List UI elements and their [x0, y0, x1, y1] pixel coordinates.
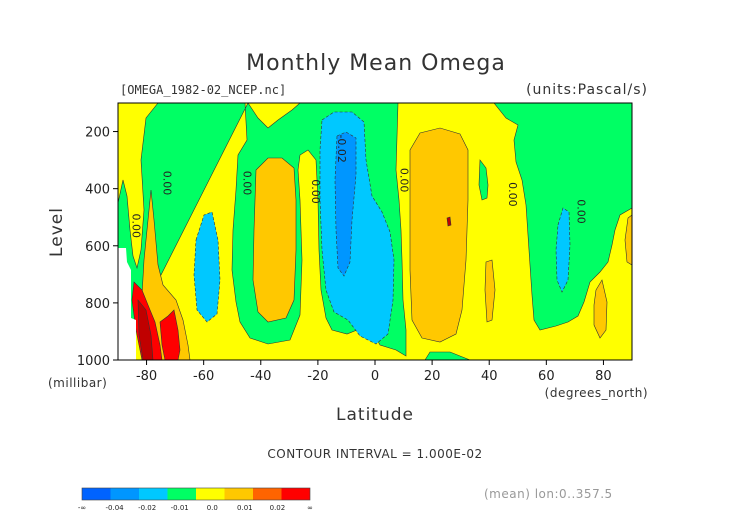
colorbar-label: 0.01 [237, 504, 253, 512]
region-green-surface-strip [424, 351, 471, 360]
colorbar-swatch [281, 488, 310, 500]
region-blue-tropics [334, 131, 357, 277]
y-units-label: (millibar) [48, 376, 107, 390]
contour-label: 0.00 [241, 171, 254, 196]
region-red-antarctic-secondary [159, 309, 181, 360]
contour-field [118, 103, 632, 360]
colorbar-label: ∞ [307, 504, 313, 512]
region-darkred-antarctic-core [137, 299, 154, 360]
contour-label: 0.00 [129, 214, 142, 239]
colorbar-label: 0.0 [207, 504, 218, 512]
region-cyan-southern-midlatitude [193, 211, 221, 323]
contour-label: 0.00 [398, 168, 411, 193]
colorbar-swatch [82, 488, 111, 500]
y-tick-label: 400 [85, 183, 110, 198]
region-missing-data [118, 248, 136, 360]
region-green-northern-sliver [478, 159, 489, 201]
region-orange-subtropical-north [409, 127, 469, 343]
y-axis: 200 400 600 800 1000 [77, 126, 118, 369]
x-axis: -80 -60 -40 -20 0 20 40 60 80 [136, 360, 612, 384]
colorbar: -∞ -0.04 -0.02 -0.01 0.0 0.01 0.02 ∞ [78, 487, 313, 512]
x-tick-label: -20 [307, 369, 328, 384]
colorbar-label: -∞ [78, 504, 86, 512]
x-tick-label: -60 [193, 369, 214, 384]
contour-label: -0.02 [335, 134, 348, 162]
x-axis-label: Latitude [336, 405, 414, 425]
x-tick-label: 40 [481, 369, 498, 384]
region-orange-polar-edge [624, 214, 632, 266]
y-tick-label: 200 [85, 126, 110, 141]
mean-text: (mean) lon:0..357.5 [484, 487, 613, 501]
contour-label: 0.00 [161, 171, 174, 196]
colorbar-swatch [110, 488, 139, 500]
x-tick-label: 0 [371, 369, 379, 384]
region-orange-polar-north [593, 279, 608, 339]
units-label: (units:Pascal/s) [526, 82, 648, 98]
chart-title: Monthly Mean Omega [246, 51, 506, 76]
contour-label: 0.00 [506, 182, 519, 207]
x-tick-label: 80 [595, 369, 612, 384]
colorbar-label: -0.04 [106, 504, 125, 512]
region-orange-north-pocket [484, 259, 496, 323]
contour-label: 0.00 [309, 179, 322, 204]
colorbar-swatch [224, 488, 253, 500]
region-orange-mid-south [252, 157, 297, 323]
file-label: [OMEGA_1982-02_NCEP.nc] [120, 83, 286, 97]
colorbar-swatch [139, 488, 168, 500]
colorbar-label: -0.02 [138, 504, 156, 512]
y-tick-label: 1000 [77, 354, 110, 369]
x-tick-label: 20 [424, 369, 441, 384]
colorbar-label: 0.02 [270, 504, 286, 512]
y-tick-label: 600 [85, 240, 110, 255]
region-darkred-subtropical-spot [446, 216, 452, 227]
x-tick-label: -80 [136, 369, 157, 384]
contour-interval-text: CONTOUR INTERVAL = 1.000E-02 [267, 447, 482, 461]
region-cyan-northern-midlatitude [555, 207, 571, 293]
x-units-label: (degrees_north) [545, 386, 648, 400]
colorbar-swatch [167, 488, 196, 500]
colorbar-frame [81, 487, 311, 501]
x-tick-label: 60 [538, 369, 555, 384]
y-axis-label: Level [47, 207, 67, 257]
contour-labels: 0.00 0.00 0.00 0.00 -0.02 0.00 0.00 0.00 [129, 134, 587, 238]
colorbar-swatch [253, 488, 282, 500]
y-tick-label: 800 [85, 297, 110, 312]
contour-label: 0.00 [575, 199, 588, 224]
colorbar-swatch [196, 488, 225, 500]
x-tick-label: -40 [250, 369, 271, 384]
colorbar-label: -0.01 [171, 504, 189, 512]
